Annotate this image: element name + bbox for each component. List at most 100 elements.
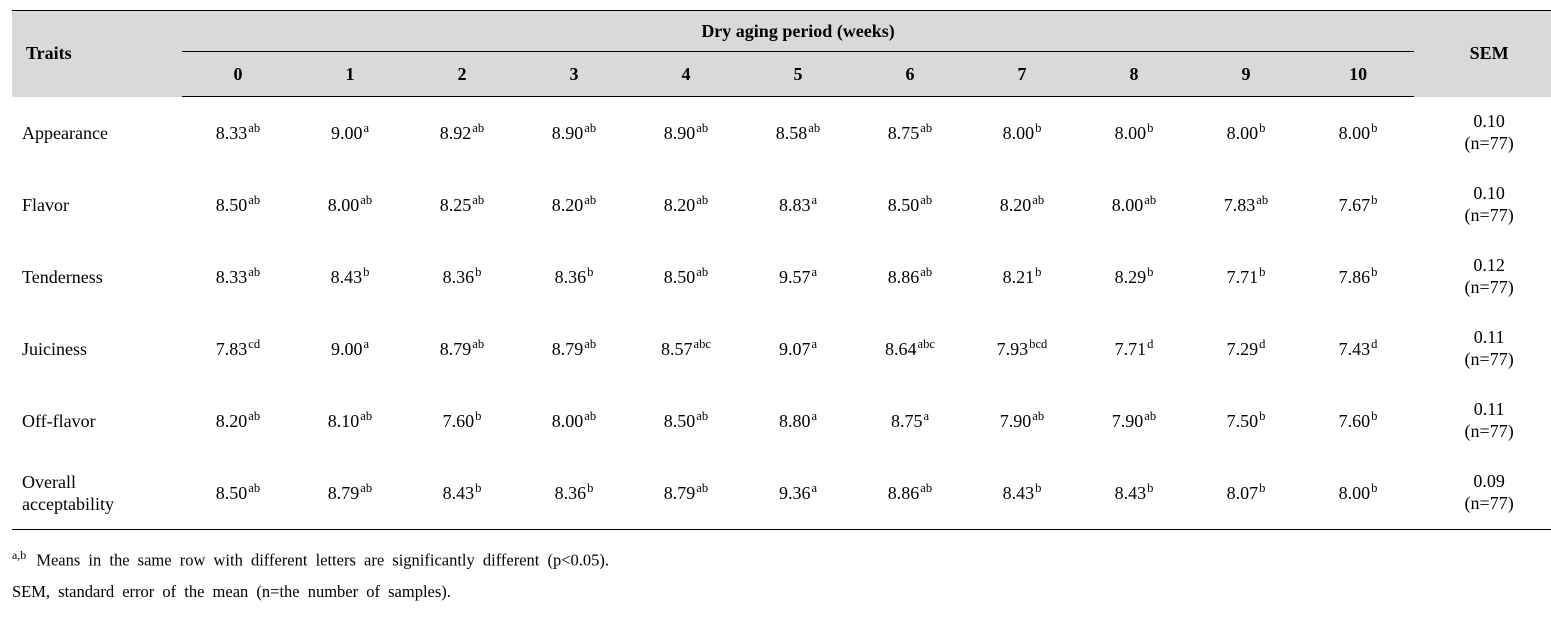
value-cell: 8.79ab: [406, 313, 518, 385]
cell-value: 8.79: [440, 339, 472, 359]
cell-superscript: ab: [247, 265, 260, 279]
cell-value: 8.33: [216, 267, 248, 287]
sem-value: 0.09: [1473, 471, 1505, 491]
cell-superscript: ab: [695, 121, 708, 135]
cell-value: 8.20: [552, 195, 584, 215]
header-week: 2: [406, 52, 518, 97]
cell-superscript: ab: [1143, 409, 1156, 423]
value-cell: 8.75a: [854, 385, 966, 457]
value-cell: 7.83ab: [1190, 169, 1302, 241]
cell-superscript: ab: [807, 121, 820, 135]
cell-superscript: a: [362, 337, 369, 351]
cell-superscript: b: [1370, 265, 1377, 279]
cell-superscript: a: [922, 409, 929, 423]
sem-cell: 0.10(n=77): [1414, 97, 1551, 170]
value-cell: 8.00b: [1190, 97, 1302, 170]
cell-value: 8.83: [779, 195, 811, 215]
cell-superscript: b: [1146, 121, 1153, 135]
header-week: 8: [1078, 52, 1190, 97]
cell-value: 9.57: [779, 267, 811, 287]
header-week: 6: [854, 52, 966, 97]
cell-superscript: d: [1146, 337, 1153, 351]
value-cell: 7.90ab: [966, 385, 1078, 457]
cell-superscript: ab: [1143, 193, 1156, 207]
sem-value: 0.11: [1474, 327, 1505, 347]
cell-superscript: d: [1258, 337, 1265, 351]
cell-value: 8.92: [440, 123, 472, 143]
sem-value: 0.12: [1473, 255, 1505, 275]
value-cell: 8.57abc: [630, 313, 742, 385]
sem-n: (n=77): [1414, 205, 1551, 227]
value-cell: 7.29d: [1190, 313, 1302, 385]
cell-superscript: ab: [1255, 193, 1268, 207]
cell-superscript: ab: [247, 121, 260, 135]
cell-value: 8.75: [891, 411, 923, 431]
trait-label: Tenderness: [12, 241, 182, 313]
cell-superscript: ab: [695, 481, 708, 495]
sem-cell: 0.10(n=77): [1414, 169, 1551, 241]
cell-value: 7.71: [1227, 267, 1259, 287]
cell-superscript: abc: [917, 337, 935, 351]
cell-superscript: b: [1034, 265, 1041, 279]
value-cell: 8.50ab: [182, 169, 294, 241]
cell-superscript: b: [1370, 481, 1377, 495]
value-cell: 9.57a: [742, 241, 854, 313]
cell-superscript: ab: [583, 409, 596, 423]
sem-cell: 0.09(n=77): [1414, 457, 1551, 530]
value-cell: 7.93bcd: [966, 313, 1078, 385]
cell-superscript: b: [474, 409, 481, 423]
cell-value: 8.50: [216, 195, 248, 215]
footnote-sup: a,b: [12, 548, 28, 562]
cell-value: 8.00: [1227, 123, 1259, 143]
cell-value: 7.60: [443, 411, 475, 431]
cell-superscript: ab: [695, 193, 708, 207]
header-week: 1: [294, 52, 406, 97]
cell-superscript: b: [586, 265, 593, 279]
cell-superscript: a: [810, 193, 817, 207]
value-cell: 8.58ab: [742, 97, 854, 170]
cell-value: 9.00: [331, 123, 363, 143]
value-cell: 8.10ab: [294, 385, 406, 457]
value-cell: 9.36a: [742, 457, 854, 530]
cell-value: 9.07: [779, 339, 811, 359]
cell-superscript: ab: [583, 121, 596, 135]
sem-n: (n=77): [1414, 349, 1551, 371]
value-cell: 8.80a: [742, 385, 854, 457]
cell-value: 8.90: [552, 123, 584, 143]
cell-value: 7.90: [1000, 411, 1032, 431]
value-cell: 8.79ab: [294, 457, 406, 530]
cell-superscript: ab: [919, 481, 932, 495]
footnotes: a,b Means in the same row with different…: [12, 544, 1539, 607]
cell-value: 8.00: [552, 411, 584, 431]
sem-n: (n=77): [1414, 277, 1551, 299]
cell-value: 8.36: [555, 483, 587, 503]
cell-value: 8.00: [1339, 123, 1371, 143]
cell-superscript: ab: [919, 121, 932, 135]
cell-value: 8.57: [661, 339, 693, 359]
value-cell: 8.50ab: [630, 241, 742, 313]
value-cell: 8.20ab: [518, 169, 630, 241]
cell-superscript: a: [810, 265, 817, 279]
value-cell: 8.83a: [742, 169, 854, 241]
header-sem: SEM: [1414, 11, 1551, 97]
cell-value: 9.00: [331, 339, 363, 359]
value-cell: 8.50ab: [630, 385, 742, 457]
cell-value: 8.43: [331, 267, 363, 287]
cell-superscript: abc: [693, 337, 711, 351]
cell-superscript: a: [810, 409, 817, 423]
value-cell: 7.71d: [1078, 313, 1190, 385]
cell-value: 8.90: [664, 123, 696, 143]
table-row: Off-flavor8.20ab8.10ab7.60b8.00ab8.50ab8…: [12, 385, 1551, 457]
cell-value: 8.86: [888, 267, 920, 287]
cell-value: 7.90: [1112, 411, 1144, 431]
data-table: Traits Dry aging period (weeks) SEM 0 1 …: [12, 10, 1551, 530]
cell-value: 7.93: [997, 339, 1029, 359]
page-container: Traits Dry aging period (weeks) SEM 0 1 …: [0, 0, 1551, 627]
value-cell: 8.36b: [518, 241, 630, 313]
value-cell: 8.36b: [518, 457, 630, 530]
table-row: Juiciness7.83cd9.00a8.79ab8.79ab8.57abc9…: [12, 313, 1551, 385]
value-cell: 8.36b: [406, 241, 518, 313]
value-cell: 7.60b: [406, 385, 518, 457]
cell-superscript: ab: [919, 193, 932, 207]
header-week: 3: [518, 52, 630, 97]
